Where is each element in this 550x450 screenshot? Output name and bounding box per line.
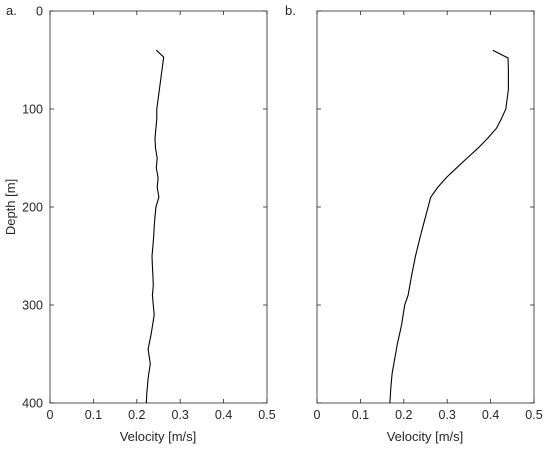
panel-a: a. 0 0.1 0.2 0.3 0.4 0.5 0 100 200 300 400 Veloci… [3,3,276,444]
panel-b-x-tick-label: 0.3 [439,408,456,422]
panel-a-x-tick-label: 0 [47,408,54,422]
panel-a-x-ticks: 0 0.1 0.2 0.3 0.4 0.5 [47,11,276,422]
panel-a-x-tick-label: 0.3 [172,408,189,422]
panel-b-label: b. [285,3,296,18]
panel-b-x-tick-label: 0.1 [352,408,369,422]
panel-b-frame [316,10,535,404]
panel-a-y-tick-label: 300 [22,299,43,313]
panel-b-x-ticks: 0 0.1 0.2 0.3 0.4 0.5 [314,11,543,422]
panel-a-y-ticks: 0 100 200 300 400 [22,5,267,411]
panel-a-y-tick-label: 0 [36,5,43,19]
panel-a-x-tick-label: 0.1 [85,408,102,422]
panel-a-velocity-profile-line [145,49,165,404]
panel-b-x-tick-label: 0.2 [395,408,412,422]
panel-a-y-tick-label: 100 [22,103,43,117]
panel-a-x-axis-label: Velocity [m/s] [120,429,197,444]
panel-a-y-axis-label: Depth [m] [3,179,18,235]
panel-a-x-tick-label: 0.4 [215,408,232,422]
panel-b-velocity-profile-line [389,49,509,404]
panel-b: b. 0 0.1 0.2 0.3 0.4 0.5 Velocity [m/s] [285,3,543,444]
panel-b-x-tick-label: 0 [314,408,321,422]
panel-a-frame [49,10,268,404]
panel-b-x-axis-label: Velocity [m/s] [387,429,464,444]
panel-b-x-tick-label: 0.5 [525,408,542,422]
panel-a-label: a. [6,3,17,18]
panel-a-y-tick-label: 400 [22,397,43,411]
panel-a-y-tick-label: 200 [22,201,43,215]
panel-a-x-tick-label: 0.2 [128,408,145,422]
panel-a-x-tick-label: 0.5 [258,408,275,422]
panel-b-x-tick-label: 0.4 [482,408,499,422]
panel-b-y-ticks [317,10,534,404]
